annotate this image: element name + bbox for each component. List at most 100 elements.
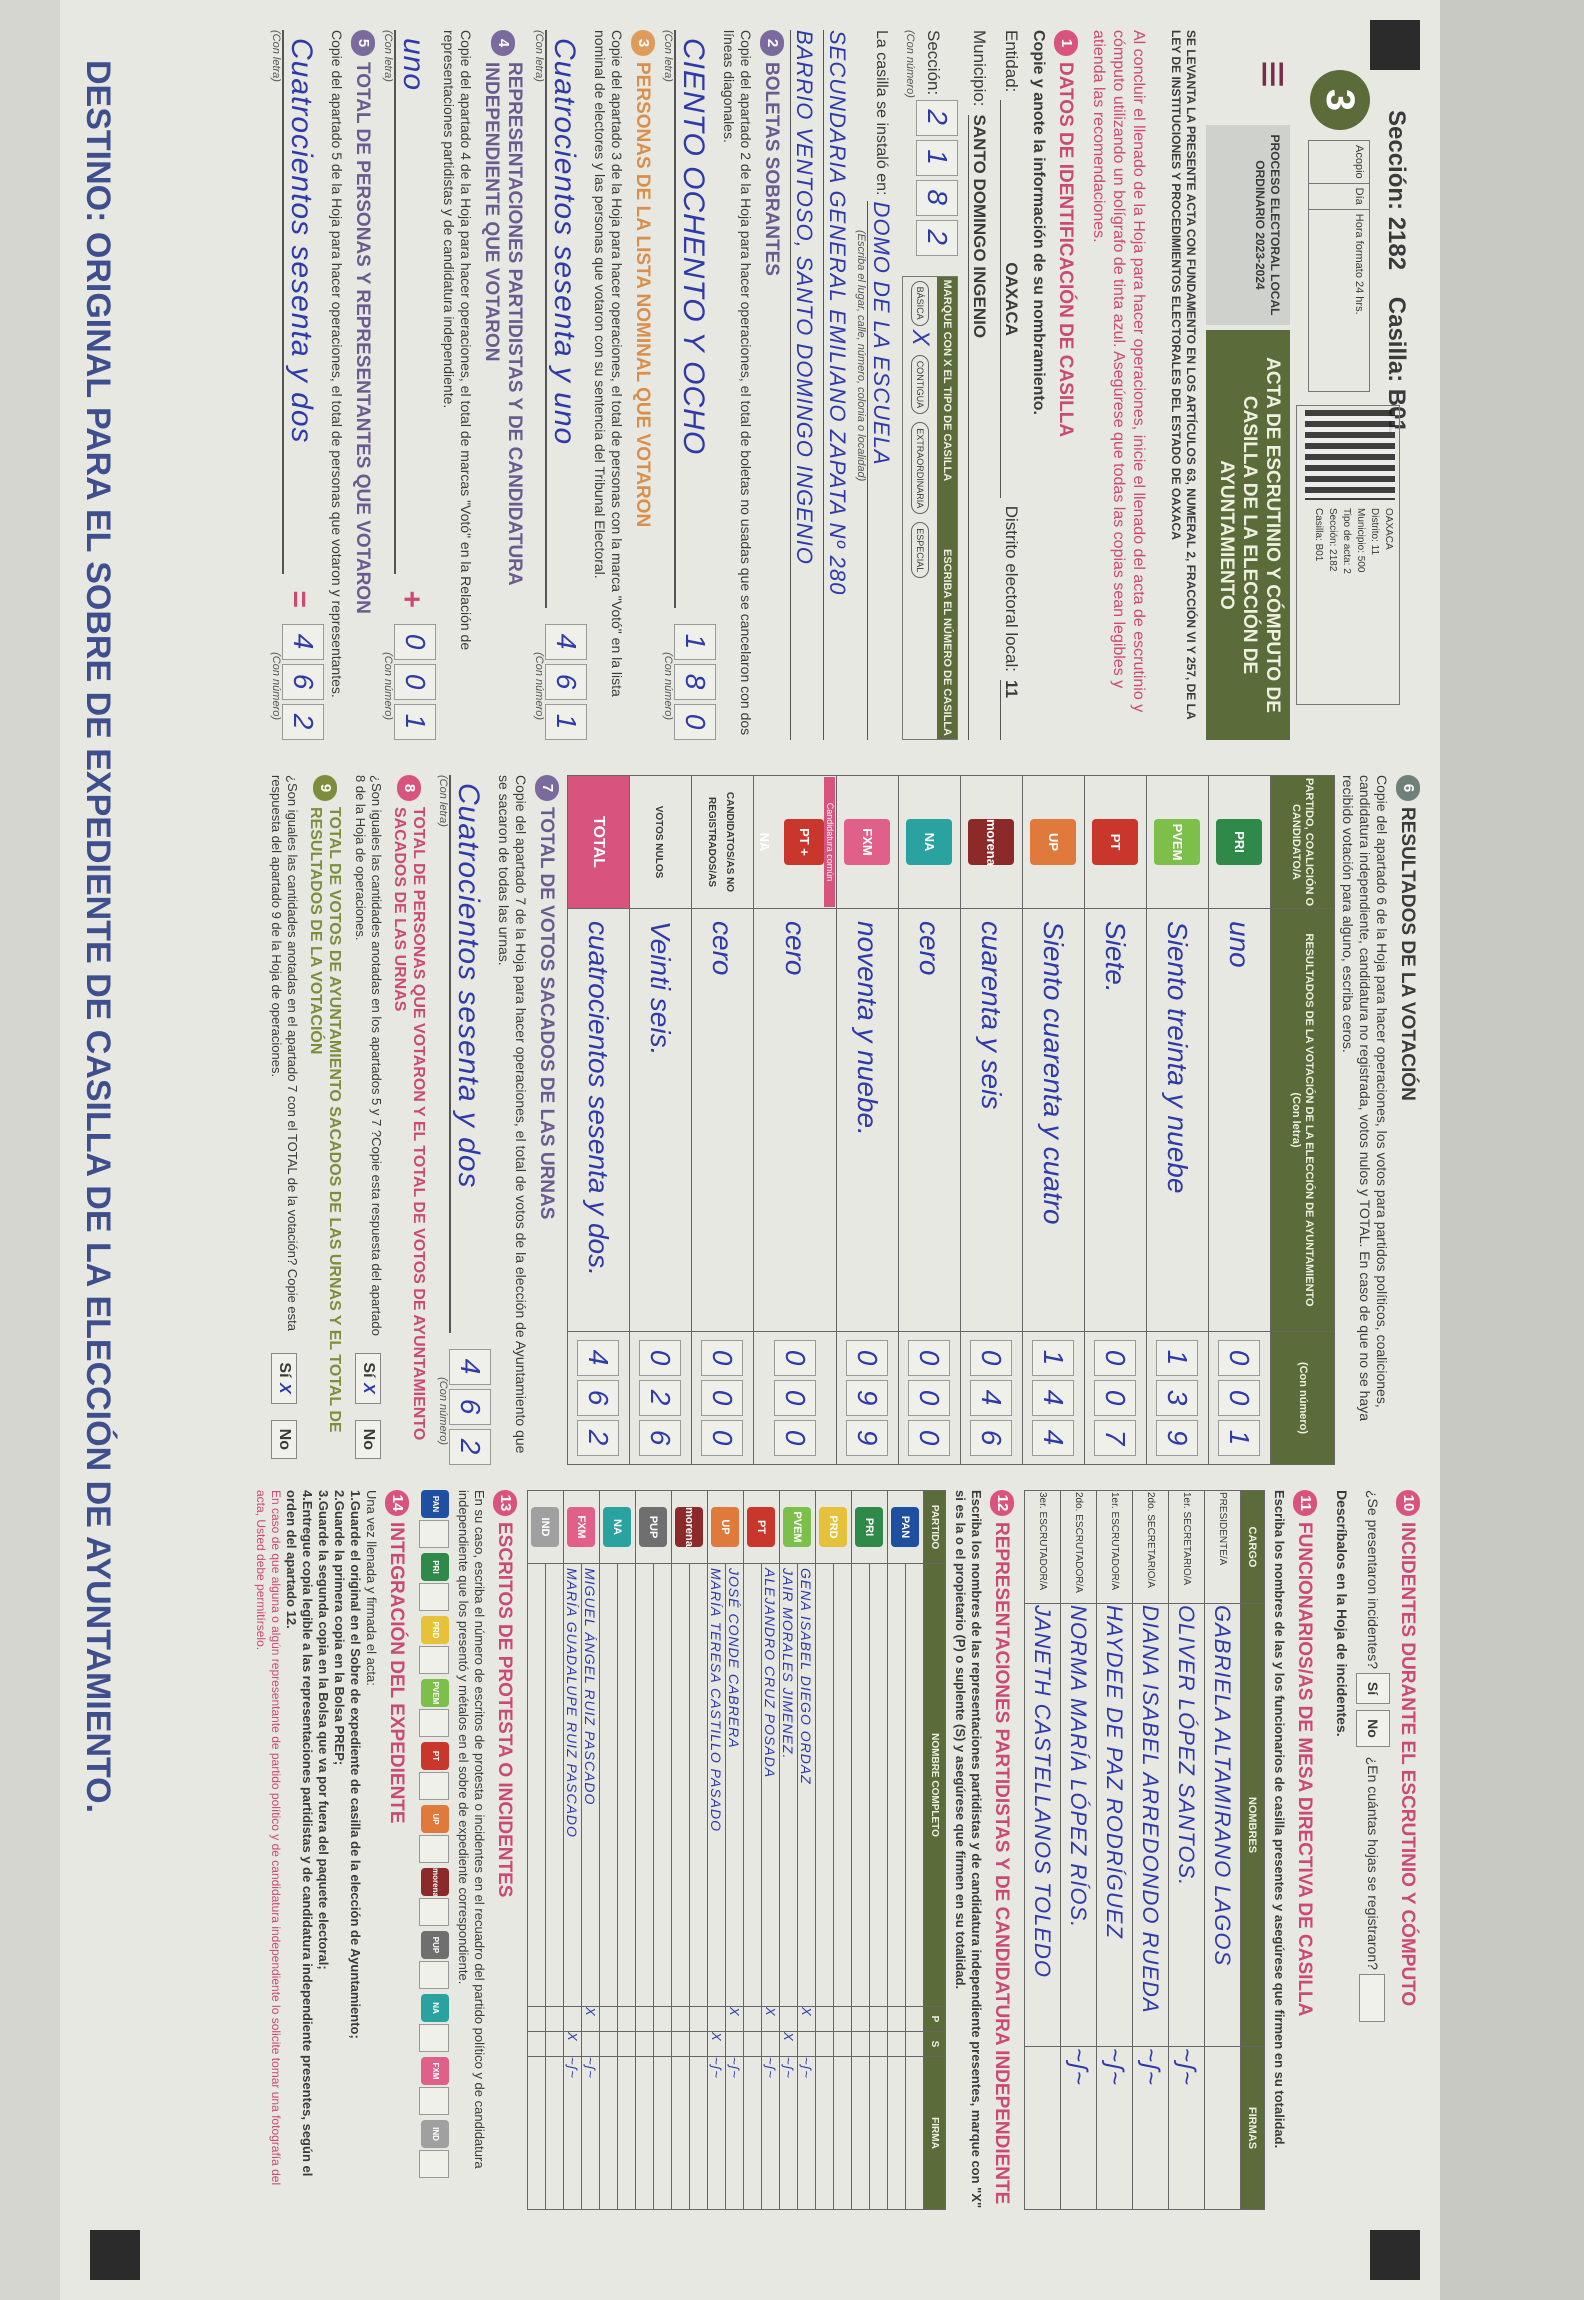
digit-box: 4 [970, 1380, 1013, 1416]
escrito-count-input[interactable] [419, 1961, 449, 1989]
letra-field: Cuatrocientos sesenta y dos [282, 30, 324, 575]
no-checkbox[interactable]: No [271, 1419, 297, 1459]
escrito-count-input[interactable] [419, 1772, 449, 1800]
number-boxes: 0 2 6 [639, 1333, 682, 1463]
escrito-count-input[interactable] [419, 2087, 449, 2115]
hints: (Con letra) (Con número) [436, 775, 449, 1465]
section-title: TOTAL DE VOTOS DE AYUNTAMIENTO SACADOS D… [307, 807, 343, 1433]
representante-row: PT ALEJANDRO CRUZ POSADA X ~ʃ~ [743, 1490, 780, 2210]
municipio-label: Municipio: [970, 30, 989, 107]
hints: (Con letra) (Con número) [381, 30, 394, 740]
hint-numero: (Con número) [382, 652, 394, 720]
si-checkbox[interactable]: Sí X [355, 1353, 381, 1404]
col-p: P [923, 2006, 946, 2032]
votes-numero: 0 0 0 [898, 1331, 961, 1465]
registration-mark [1370, 2230, 1420, 2280]
funcionario-row: PRESIDENTE/A GABRIELA ALTAMIRANO LAGOS [1204, 1490, 1241, 2210]
propietario-mark [833, 2006, 852, 2032]
escrito-count-input[interactable] [419, 1520, 449, 1548]
digit-box: 4 [577, 1340, 620, 1376]
digit-box: 0 [394, 664, 436, 700]
nombre-cell: JAIR MORALES JIMENEZ. [779, 1563, 798, 2007]
section-text: Escriba los nombres de las representacio… [953, 1490, 984, 2209]
acta-document: Sección: 2182 Casilla: B01 3 Acopio Día … [60, 0, 1440, 2300]
tipo-option[interactable]: CONTIGUA [907, 354, 933, 415]
section-9: 9 TOTAL DE VOTOS DE AYUNTAMIENTO SACADOS … [268, 775, 344, 1465]
tipo-mark: X [907, 329, 934, 347]
entidad-value: OAXACA [1000, 100, 1022, 498]
no-checkbox[interactable]: No [355, 1419, 381, 1459]
party-cell: PT [1084, 775, 1147, 909]
representante-row: FXM MIGUEL ÁNGEL RUIZ PASCADO X ~ʃ~ [563, 1490, 600, 2210]
escrito-count-input[interactable] [419, 2024, 449, 2052]
letra-field: Cuatrocientos sesenta y uno [545, 30, 587, 608]
funcionarios-table: CARGO NOMBRES FIRMAS PRESIDENTE/A GABRIELA … [1024, 1490, 1265, 2210]
nombre-cell [869, 1563, 888, 2007]
digit-box: 0 [394, 624, 436, 660]
signature-icon: ~ʃ~ [799, 2057, 815, 2079]
digit-box: 1 [545, 704, 587, 740]
escrito-count-input[interactable] [419, 1646, 449, 1674]
escrito-count-input[interactable] [419, 1898, 449, 1926]
no-checkbox[interactable]: No [1356, 1710, 1390, 1747]
tipo-label: EXTRAORDINARIA [911, 422, 929, 515]
escrito-item: IND [419, 2120, 449, 2178]
signature-icon: ~ʃ~ [565, 2057, 581, 2079]
nombre-cell: GABRIELA ALTAMIRANO LAGOS [1204, 1603, 1241, 2047]
section-text: Una vez llenada y firmada el acta: [364, 1490, 379, 1686]
hint-letra: (Con letra) [662, 30, 674, 82]
propietario-mark [545, 2006, 564, 2032]
party-cell: PRI [851, 1490, 888, 1564]
escrito-count-input[interactable] [419, 2150, 449, 2178]
hojas-input[interactable] [1358, 1973, 1385, 2022]
background-wall [0, 0, 60, 2300]
tipo-header-2: ESCRIBA EL NÚMERO DE CASILLA [941, 548, 953, 736]
si-checkbox[interactable]: Sí X [271, 1353, 297, 1404]
tipo-label: CONTIGUA [911, 354, 929, 415]
escrito-count-input[interactable] [419, 1709, 449, 1737]
answer-row: CIENTO OCHENTO Y OCHO 1 8 0 [674, 30, 716, 740]
results-row: PRI uno 0 0 1 [1208, 775, 1271, 1465]
tipo-option[interactable]: EXTRAORDINARIA [907, 422, 933, 515]
party-cell: IND [527, 1490, 564, 1564]
nombre-cell [887, 1563, 906, 2007]
suplente-mark [581, 2031, 600, 2057]
party-cell: PUP [635, 1490, 672, 1564]
instalo-value-1: DOMO DE LA ESCUELA [867, 201, 894, 740]
acopio-box: Acopio Día Hora formato 24 hrs. [1308, 140, 1370, 392]
section-number: 13 [493, 1490, 517, 1516]
section-5: 5 TOTAL DE PERSONAS Y REPRESENTANTES QUE … [269, 30, 375, 740]
representante-row [887, 1491, 906, 2210]
tipo-option[interactable]: ESPECIAL [907, 522, 933, 579]
tipo-option[interactable]: BÁSICA X [907, 280, 934, 347]
digit-box: 1 [1218, 1420, 1261, 1456]
signature-icon: ~ʃ~ [1065, 2048, 1093, 2087]
number-boxes: 0 4 6 [970, 1333, 1013, 1463]
suplente-mark [671, 2031, 690, 2057]
nombre-cell [617, 1563, 636, 2007]
votes-numero: 0 4 6 [960, 1331, 1023, 1465]
qr-info-line: Distrito: 11 [1369, 508, 1380, 556]
section-header: 7 TOTAL DE VOTOS SACADOS DE LAS URNAS [535, 775, 559, 1465]
party-logo-icon: NA [421, 1994, 449, 2022]
escrito-count-input[interactable] [419, 1583, 449, 1611]
digit-box: 6 [577, 1380, 620, 1416]
section-number: 14 [385, 1490, 409, 1516]
col-party: PARTIDO, COALICIÓN O CANDIDATO/A [1270, 775, 1335, 909]
escrito-item: PVEM [419, 1679, 449, 1737]
letra-field: CIENTO OCHENTO Y OCHO [674, 30, 716, 608]
distrito-label: Distrito electoral local: [1002, 505, 1021, 672]
results-row: PVEM Siento treinta y nuebe 1 3 9 [1146, 775, 1209, 1465]
escrito-count-input[interactable] [419, 1835, 449, 1863]
digit-box: 2 [449, 1429, 491, 1465]
instalo-label: La casilla se instaló en: [873, 30, 890, 196]
nombre-cell [545, 1563, 564, 2007]
number-boxes: 1 3 9 [1156, 1333, 1199, 1463]
answer-row: ¿Son iguales las cantidades anotadas en … [352, 775, 384, 1465]
si-checkbox[interactable]: Sí [1356, 1672, 1390, 1705]
qr-info-line: Municipio: 500 [1355, 508, 1366, 573]
number-boxes: 1 4 4 [1032, 1333, 1075, 1463]
propietario-mark: X [761, 2006, 780, 2032]
section-number: 12 [990, 1490, 1014, 1516]
representante-row [743, 1491, 762, 2210]
